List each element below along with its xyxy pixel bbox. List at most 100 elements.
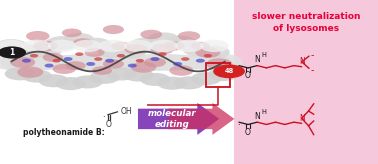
Circle shape bbox=[157, 77, 187, 90]
Text: H: H bbox=[262, 109, 266, 114]
Circle shape bbox=[175, 40, 203, 52]
Text: slower neutralization
of lysosomes: slower neutralization of lysosomes bbox=[251, 12, 360, 33]
Circle shape bbox=[183, 43, 212, 56]
Circle shape bbox=[94, 57, 102, 61]
Circle shape bbox=[136, 54, 175, 71]
Text: N: N bbox=[299, 57, 305, 66]
Circle shape bbox=[48, 40, 76, 52]
Circle shape bbox=[158, 52, 167, 56]
Circle shape bbox=[17, 54, 56, 71]
Circle shape bbox=[103, 59, 124, 69]
Circle shape bbox=[163, 41, 184, 51]
Circle shape bbox=[92, 66, 112, 75]
Circle shape bbox=[68, 54, 107, 71]
Circle shape bbox=[124, 40, 153, 52]
Circle shape bbox=[136, 59, 144, 62]
Text: $\cdot$: $\cdot$ bbox=[237, 61, 241, 70]
Circle shape bbox=[169, 65, 194, 76]
Circle shape bbox=[27, 54, 63, 70]
Circle shape bbox=[73, 40, 102, 52]
Text: N: N bbox=[254, 112, 260, 121]
Circle shape bbox=[178, 31, 200, 41]
Circle shape bbox=[105, 59, 114, 63]
Text: 1: 1 bbox=[9, 48, 15, 57]
Circle shape bbox=[206, 58, 232, 70]
Text: N: N bbox=[254, 55, 260, 64]
Circle shape bbox=[191, 42, 210, 50]
FancyBboxPatch shape bbox=[234, 0, 378, 164]
Circle shape bbox=[22, 59, 31, 63]
Circle shape bbox=[140, 73, 170, 86]
Circle shape bbox=[140, 30, 162, 39]
Circle shape bbox=[26, 31, 50, 41]
Circle shape bbox=[61, 54, 98, 70]
Text: O: O bbox=[245, 128, 251, 137]
Circle shape bbox=[150, 57, 160, 61]
Circle shape bbox=[53, 59, 61, 62]
Circle shape bbox=[30, 54, 38, 58]
Circle shape bbox=[174, 76, 204, 89]
Circle shape bbox=[62, 29, 82, 37]
Circle shape bbox=[4, 48, 26, 57]
Circle shape bbox=[200, 40, 229, 52]
Circle shape bbox=[106, 67, 136, 81]
Circle shape bbox=[1, 54, 39, 71]
Circle shape bbox=[84, 48, 105, 57]
Circle shape bbox=[0, 40, 26, 52]
Text: polytheonamide B:: polytheonamide B: bbox=[23, 128, 104, 136]
Circle shape bbox=[149, 40, 178, 52]
Circle shape bbox=[196, 54, 233, 70]
Circle shape bbox=[46, 36, 78, 50]
Circle shape bbox=[95, 55, 131, 70]
Circle shape bbox=[151, 44, 174, 54]
Circle shape bbox=[33, 41, 57, 51]
Circle shape bbox=[53, 64, 76, 74]
Circle shape bbox=[196, 59, 205, 63]
Circle shape bbox=[75, 52, 84, 56]
Circle shape bbox=[123, 68, 153, 82]
Text: molecular
editing: molecular editing bbox=[148, 109, 197, 129]
Circle shape bbox=[45, 64, 54, 68]
Circle shape bbox=[199, 46, 230, 59]
Circle shape bbox=[0, 39, 27, 53]
Circle shape bbox=[53, 55, 88, 70]
Circle shape bbox=[0, 46, 26, 59]
Circle shape bbox=[86, 62, 95, 66]
Circle shape bbox=[195, 47, 220, 58]
Circle shape bbox=[81, 38, 111, 51]
Circle shape bbox=[147, 32, 180, 47]
Circle shape bbox=[191, 72, 221, 85]
Circle shape bbox=[113, 55, 147, 70]
Circle shape bbox=[43, 53, 63, 62]
Circle shape bbox=[125, 44, 147, 54]
Circle shape bbox=[65, 61, 86, 70]
Circle shape bbox=[213, 64, 245, 78]
Circle shape bbox=[99, 40, 127, 52]
Circle shape bbox=[181, 57, 189, 61]
Circle shape bbox=[173, 62, 182, 66]
Circle shape bbox=[131, 62, 156, 73]
Circle shape bbox=[208, 68, 238, 81]
Circle shape bbox=[10, 57, 35, 68]
Circle shape bbox=[144, 58, 166, 67]
Circle shape bbox=[37, 55, 71, 70]
Circle shape bbox=[113, 44, 147, 59]
Circle shape bbox=[128, 54, 165, 70]
Circle shape bbox=[0, 54, 29, 70]
Circle shape bbox=[181, 55, 214, 70]
Circle shape bbox=[98, 44, 129, 58]
FancyArrow shape bbox=[168, 103, 234, 135]
Circle shape bbox=[56, 77, 86, 90]
Text: N: N bbox=[299, 114, 305, 123]
Circle shape bbox=[144, 54, 183, 71]
Circle shape bbox=[105, 55, 138, 70]
Circle shape bbox=[111, 42, 131, 50]
Circle shape bbox=[203, 54, 243, 71]
Circle shape bbox=[73, 75, 103, 89]
Circle shape bbox=[11, 45, 45, 59]
Text: OH: OH bbox=[120, 107, 132, 116]
Circle shape bbox=[163, 55, 198, 70]
Text: $\cdot$: $\cdot$ bbox=[237, 118, 241, 127]
Text: H: H bbox=[262, 52, 266, 58]
Text: -: - bbox=[310, 50, 314, 60]
